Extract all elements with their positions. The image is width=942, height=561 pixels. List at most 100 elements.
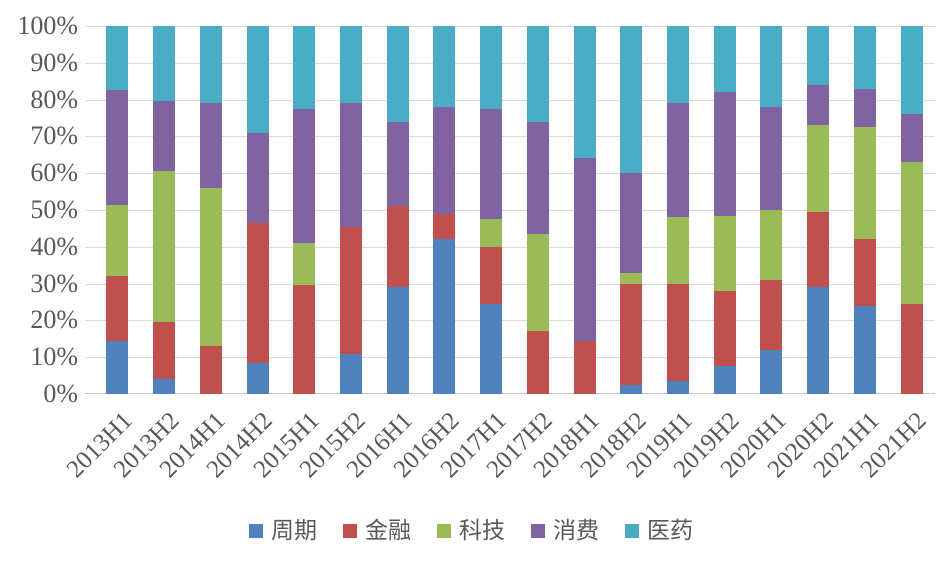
legend-label: 科技 — [459, 518, 505, 543]
y-tick-label-100: 100% — [17, 11, 78, 40]
y-tick-label-20: 20% — [30, 305, 78, 335]
segment-消费-2020H1 — [760, 107, 783, 211]
segment-金融-2019H2 — [713, 290, 736, 367]
plot-area — [85, 26, 935, 394]
segment-医药-2014H1 — [199, 26, 222, 104]
segment-科技-2020H2 — [807, 125, 830, 212]
segment-科技-2013H2 — [153, 171, 176, 323]
segment-消费-2014H1 — [199, 103, 222, 188]
y-tick-label-70: 70% — [30, 121, 78, 151]
bar-cell-2014H1 — [187, 26, 234, 394]
legend-item-消费: 消费 — [531, 516, 599, 546]
segment-金融-2020H2 — [807, 211, 830, 288]
segment-科技-2015H1 — [293, 243, 316, 286]
bar-2019H1 — [666, 26, 689, 394]
segment-周期-2014H2 — [246, 362, 269, 394]
gridline-10 — [85, 357, 935, 359]
segment-金融-2018H1 — [573, 340, 596, 394]
segment-周期-2016H2 — [433, 239, 456, 394]
segment-金融-2017H2 — [526, 331, 549, 394]
segment-消费-2013H2 — [153, 101, 176, 172]
segment-医药-2013H2 — [153, 26, 176, 102]
bar-cell-2020H1 — [748, 26, 795, 394]
y-tick-label-90: 90% — [30, 47, 78, 77]
gridline-70 — [85, 136, 935, 138]
segment-消费-2014H2 — [246, 132, 269, 223]
segment-医药-2020H2 — [807, 26, 830, 85]
y-tick-label-60: 60% — [30, 158, 78, 188]
segment-周期-2021H1 — [853, 305, 876, 394]
x-axis-line — [85, 393, 935, 394]
bar-2017H2 — [526, 26, 549, 394]
segment-周期-2020H2 — [807, 287, 830, 394]
y-tick-label-40: 40% — [30, 231, 78, 261]
bar-2015H1 — [293, 26, 316, 394]
bar-2018H2 — [620, 26, 643, 394]
bar-cell-2015H1 — [281, 26, 328, 394]
segment-科技-2013H1 — [106, 204, 129, 277]
segment-金融-2013H2 — [153, 322, 176, 380]
segment-医药-2021H1 — [853, 26, 876, 89]
segment-金融-2020H1 — [760, 279, 783, 350]
bar-2021H1 — [853, 26, 876, 394]
legend-label: 周期 — [271, 518, 317, 543]
bar-2021H2 — [900, 26, 923, 394]
bar-cell-2013H2 — [141, 26, 188, 394]
bar-2015H2 — [339, 26, 362, 394]
segment-周期-2019H1 — [666, 381, 689, 394]
bar-2014H1 — [199, 26, 222, 394]
segment-医药-2015H1 — [293, 26, 316, 109]
bar-cell-2016H1 — [374, 26, 421, 394]
segment-金融-2018H2 — [620, 283, 643, 385]
segment-周期-2020H1 — [760, 349, 783, 394]
gridline-50 — [85, 210, 935, 211]
legend-item-医药: 医药 — [625, 516, 693, 546]
segment-科技-2019H1 — [666, 217, 689, 284]
bar-cell-2020H2 — [795, 26, 842, 394]
legend-label: 消费 — [553, 518, 599, 543]
segment-科技-2014H1 — [199, 187, 222, 347]
legend: 周期 金融 科技 消费 医药 — [0, 514, 942, 548]
segment-消费-2021H1 — [853, 88, 876, 128]
bar-2020H2 — [807, 26, 830, 394]
segment-医药-2015H2 — [339, 26, 362, 104]
segment-消费-2017H1 — [480, 108, 503, 220]
segment-医药-2016H2 — [433, 26, 456, 107]
bar-cell-2017H1 — [468, 26, 515, 394]
legend-item-金融: 金融 — [343, 516, 411, 546]
segment-消费-2019H2 — [713, 92, 736, 216]
gridline-20 — [85, 320, 935, 322]
segment-金融-2014H1 — [199, 346, 222, 394]
segment-周期-2013H1 — [106, 340, 129, 394]
gridline-100 — [85, 26, 935, 27]
bar-2020H1 — [760, 26, 783, 394]
legend-item-科技: 科技 — [437, 516, 505, 546]
segment-医药-2019H1 — [666, 26, 689, 104]
segment-消费-2018H2 — [620, 173, 643, 273]
y-tick-label-10: 10% — [30, 342, 78, 372]
bar-cell-2021H2 — [888, 26, 935, 394]
bar-cell-2017H2 — [514, 26, 561, 394]
segment-消费-2021H2 — [900, 114, 923, 163]
segment-医药-2017H1 — [480, 26, 503, 109]
segment-周期-2013H2 — [153, 379, 176, 394]
segment-科技-2019H2 — [713, 215, 736, 291]
segment-金融-2014H2 — [246, 222, 269, 363]
segment-金融-2013H1 — [106, 276, 129, 341]
y-tick-label-80: 80% — [30, 84, 78, 114]
bar-cell-2021H1 — [842, 26, 889, 394]
segment-周期-2018H2 — [620, 384, 643, 394]
gridline-60 — [85, 173, 935, 175]
segment-医药-2019H2 — [713, 26, 736, 93]
gridline-30 — [85, 283, 935, 285]
bar-cell-2018H2 — [608, 26, 655, 394]
segment-金融-2016H1 — [386, 206, 409, 288]
bar-cell-2013H1 — [94, 26, 141, 394]
legend-item-周期: 周期 — [249, 516, 317, 546]
segment-医药-2017H2 — [526, 26, 549, 122]
segment-医药-2018H2 — [620, 26, 643, 174]
segment-金融-2016H2 — [433, 213, 456, 240]
segment-周期-2015H2 — [339, 353, 362, 394]
bar-cell-2019H2 — [701, 26, 748, 394]
